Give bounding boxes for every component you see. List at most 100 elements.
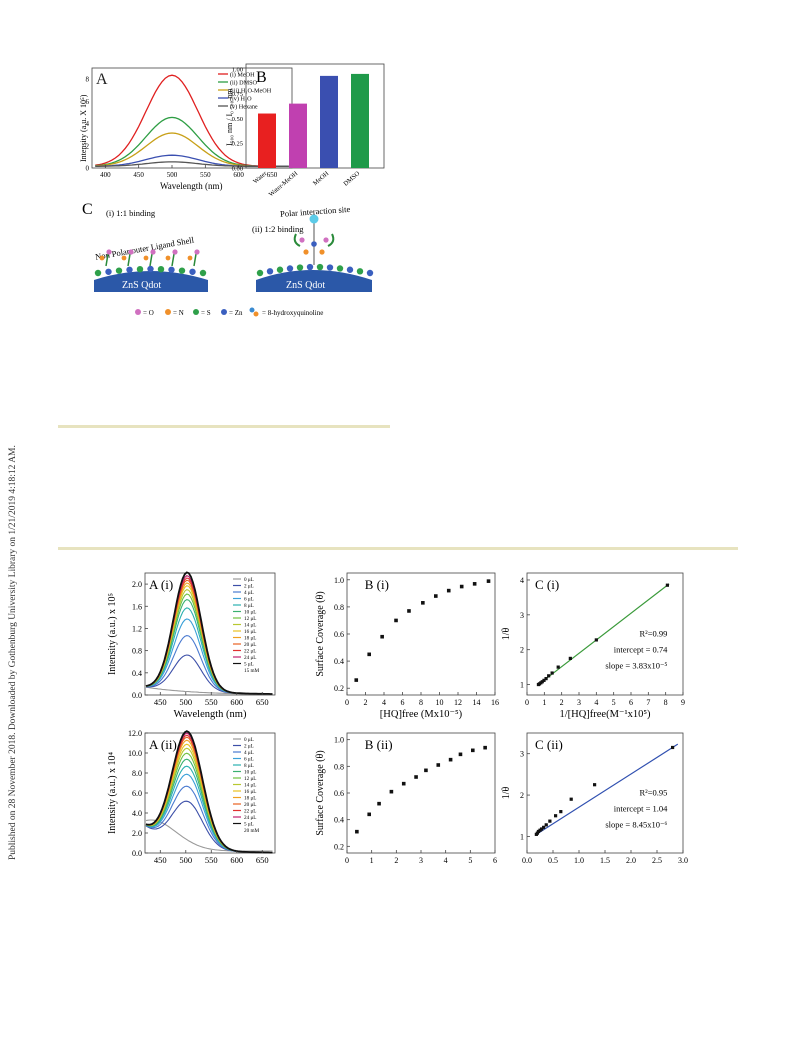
fig2-Bii-xtick: 3 — [419, 856, 423, 865]
fig2-Ai-legend-item: 6 μL — [244, 597, 254, 603]
fig2-Cii-point — [554, 814, 558, 818]
fig2-Bi-point — [472, 582, 477, 586]
fig2-Ci-label: C (i) — [535, 577, 559, 592]
fig2-Bii-xtick: 1 — [370, 856, 374, 865]
fig2-Ci-xtick: 6 — [629, 698, 633, 707]
fig2-Bi-point — [459, 584, 464, 589]
fig2-Ai-xtick: 600 — [230, 697, 243, 707]
fig2-Ai-xtick: 500 — [179, 697, 192, 707]
fig2-Cii-stat: slope = 8.45x10⁻⁶ — [605, 819, 667, 829]
fig2-Ci-xtick: 1 — [542, 698, 546, 707]
fig2-Ai-ytick: 0.4 — [132, 669, 142, 678]
fig1-a-legend-item: (ii) DMSO — [230, 80, 258, 87]
fig2-Bii-label: B (ii) — [365, 737, 393, 752]
fig2-Bi-xlabel: [HQ]free (Mx10⁻⁵) — [380, 709, 463, 720]
fig2-Bii-point — [367, 812, 371, 817]
fig2-Bi-point — [446, 588, 451, 593]
fig2-Ai-legend-item: 12 μL — [244, 616, 256, 622]
fig2-Bii-point — [483, 745, 487, 750]
polar-site-icon — [309, 214, 319, 224]
fig2-Bi-xtick: 2 — [364, 698, 368, 707]
fig2-Cii-xtick: 0.5 — [548, 856, 558, 865]
fig1-b-ytick: 0.00 — [232, 166, 243, 173]
fig2-Bii-point — [401, 781, 406, 786]
fig2-Aii-legend-item: 10 μL — [244, 770, 256, 776]
fig2-Bi-point — [486, 579, 491, 583]
fig2-Ai-frame — [144, 572, 276, 696]
fig2-Ai-legend-item: 24 μL — [244, 655, 256, 661]
fig2-Cii-point — [671, 745, 675, 750]
fig2-Bi-point — [367, 652, 371, 657]
fig2-Cii-ytick: 3 — [520, 750, 524, 759]
fig2-Ai-legend-item: 0 μL — [244, 577, 254, 583]
fig2-Bi-ytick: 0.8 — [334, 603, 344, 612]
fig2-Ci-ytick: 3 — [520, 611, 524, 620]
fig2-Bi-xtick: 4 — [382, 698, 386, 707]
fig2-Ci-ytick: 2 — [520, 646, 524, 655]
fig2-Ci-point — [665, 583, 669, 587]
fig2-Cii-xtick: 2.0 — [626, 856, 636, 865]
fig2-Bii-point — [377, 801, 381, 806]
sidebar-text: Published on 28 November 2018. Downloade… — [8, 445, 18, 860]
oxygen-icon — [135, 309, 141, 315]
fig2-Cii-stat: intercept = 1.04 — [614, 803, 668, 813]
fig2-Aii-ytick: 4.0 — [132, 809, 142, 818]
fig2-Aii-legend-item: 16 μL — [244, 789, 256, 795]
fig2-Aii-curve-13 — [145, 730, 273, 854]
fig2-Ci-xtick: 5 — [612, 698, 616, 707]
fig2-Bi-ytick: 0.6 — [334, 630, 344, 639]
fig2-Cii-ylabel: 1/θ — [501, 787, 512, 800]
fig2-Bii-point — [458, 752, 463, 757]
fig2-Ci-ytick: 4 — [520, 576, 524, 585]
fig2-Ai-legend-item: 20 μL — [244, 642, 256, 648]
fig2-Bii-ytick: 0.8 — [334, 762, 344, 771]
fig2-Ci-point — [542, 678, 546, 682]
fig1-a-xtick: 550 — [200, 171, 211, 179]
fig1-b-ytick: 0.25 — [232, 141, 243, 148]
fig1-a-ytick: 4 — [86, 120, 90, 128]
fig2-Ai-legend-item: 16 μL — [244, 629, 256, 635]
nitrogen-icon — [165, 309, 171, 315]
sidebar-publication-note: Published on 28 November 2018. Downloade… — [3, 160, 19, 860]
fig2-Bi-ytick: 0.2 — [334, 684, 344, 693]
fig2-Cii-point — [593, 783, 597, 787]
fig2-Cii-ytick: 2 — [520, 791, 524, 800]
figure-2: 450 500 550 600 650 0.0 0.4 0.8 1.2 1.6 2.0 A (i) Wa… — [95, 565, 705, 878]
fig2-Ai-ytick: 2.0 — [132, 580, 142, 589]
fig2-Bi-point — [380, 634, 384, 639]
fig1-c-label: C — [82, 201, 93, 218]
fig2-Ai-ylabel: Intensity (a.u.) x 10⁵ — [107, 593, 118, 675]
legend-zn: = Zn — [229, 309, 243, 317]
fig1-b-category: MeOH — [312, 170, 331, 187]
fig1-a-xtick: 500 — [167, 171, 178, 179]
fig2-Aii-legend-item: 2 μL — [244, 744, 254, 750]
zinc-icon — [221, 309, 227, 315]
fig2-Ai-legend-extra: 15 mM — [244, 668, 260, 674]
fig1-b-ytick: 0.50 — [232, 116, 243, 123]
fig1-panel-c: C (i) 1:1 binding (ii) 1:2 binding Polar… — [82, 201, 374, 317]
fig2-Bii-xtick: 5 — [468, 856, 472, 865]
fig2-Ci-xtick: 4 — [594, 698, 598, 707]
fig2-Bi-xtick: 10 — [436, 698, 444, 707]
fig1-a-label: A — [96, 71, 108, 88]
fig2-Aii-ytick: 6.0 — [132, 789, 142, 798]
fig2-Ai-legend-item: 8 μL — [244, 603, 254, 609]
fig2-Cii-point — [569, 797, 573, 801]
fig2-Aii-legend-item: 6 μL — [244, 757, 254, 763]
fig2-Bii-point — [424, 768, 428, 773]
fig1-b-bar-1 — [289, 103, 307, 168]
fig2-Bii-point — [471, 748, 475, 753]
fig2-Aii-ylabel: Intensity (a.u.) x 10⁴ — [107, 751, 118, 834]
divider-long — [58, 547, 738, 550]
fig2-Bii-point — [414, 775, 418, 779]
fig2-Bi-point — [394, 618, 398, 623]
fig2-Cii-xtick: 2.5 — [652, 856, 662, 865]
fig2-Aii-xtick: 650 — [256, 855, 269, 865]
fig2-Aii-legend-item: 18 μL — [244, 796, 256, 802]
qdot-1-shape — [94, 271, 208, 292]
fig2-Ci-stat: R²=0.99 — [640, 628, 668, 638]
fig2-Bi-xtick: 0 — [345, 698, 349, 707]
fig2-Ai-ytick: 0.8 — [132, 647, 142, 656]
fig2-Aii-legend-item: 24 μL — [244, 815, 256, 821]
fig1-b-bar-2 — [320, 75, 338, 168]
